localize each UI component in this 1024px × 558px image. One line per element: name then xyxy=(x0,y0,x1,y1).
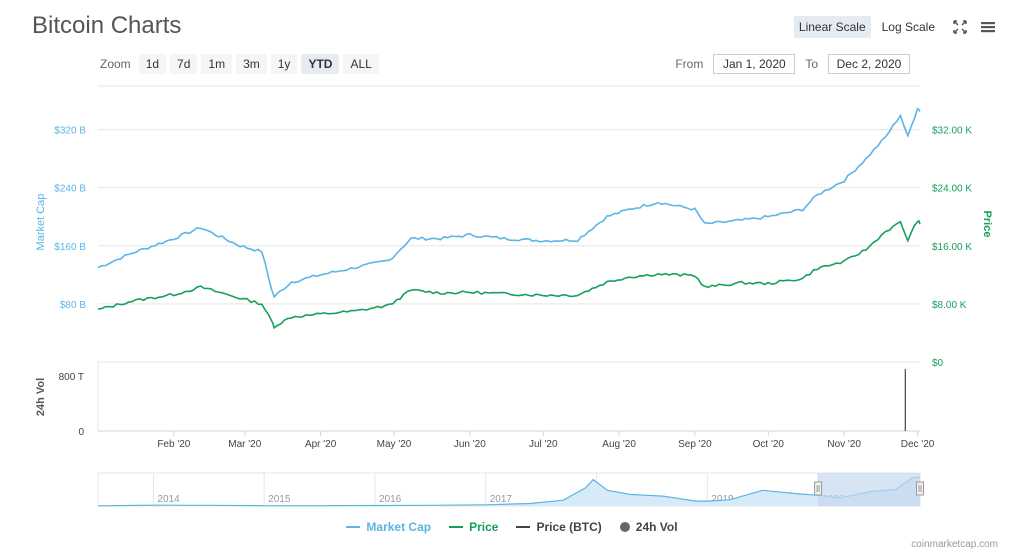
x-tick-label: Nov '20 xyxy=(827,439,861,450)
y-right-tick-label: $8.00 K xyxy=(932,300,967,311)
legend-item-24h-vol[interactable]: 24h Vol xyxy=(619,520,678,534)
x-tick-label: Apr '20 xyxy=(305,439,337,450)
zoom-button-1d[interactable]: 1d xyxy=(138,54,167,74)
credits[interactable]: coinmarketcap.com xyxy=(911,539,998,550)
legend-swatch xyxy=(449,526,464,528)
y-left-tick-label: $240 B xyxy=(54,184,86,195)
y-left-tick-label: $320 B xyxy=(54,126,86,137)
series-line-price xyxy=(97,219,921,330)
zoom-controls: Zoom 1d 7d 1m 3m 1y YTD ALL xyxy=(100,54,379,74)
linear-scale-button[interactable]: Linear Scale xyxy=(793,16,871,38)
log-scale-button[interactable]: Log Scale xyxy=(881,20,935,34)
y-right-tick-label: $16.00 K xyxy=(932,242,972,253)
x-tick-label: Feb '20 xyxy=(157,439,190,450)
date-range: From To xyxy=(675,54,920,74)
y-right-tick-label: $32.00 K xyxy=(932,126,972,137)
legend-label: 24h Vol xyxy=(635,520,678,534)
zoom-label: Zoom xyxy=(100,57,131,71)
y-left-tick-label: $160 B xyxy=(54,242,86,253)
legend-label: Price (BTC) xyxy=(536,520,602,534)
legend-label: Market Cap xyxy=(366,520,432,534)
to-label: To xyxy=(805,57,818,71)
volume-axis-title: 24h Vol xyxy=(35,378,47,416)
y-right-axis-title: Price xyxy=(981,211,993,238)
x-tick-label: Jun '20 xyxy=(454,439,486,450)
x-tick-label: Jul '20 xyxy=(529,439,558,450)
navigator-selection xyxy=(818,473,920,506)
y-right-tick-label: $0 xyxy=(932,358,944,369)
scale-toolbar: Linear Scale Log Scale xyxy=(793,16,996,38)
x-tick-label: Mar '20 xyxy=(228,439,261,450)
zoom-button-7d[interactable]: 7d xyxy=(170,54,198,74)
zoom-button-all[interactable]: ALL xyxy=(343,54,379,74)
y-right-tick-label: $24.00 K xyxy=(932,184,972,195)
zoom-button-1y[interactable]: 1y xyxy=(270,54,298,74)
legend-swatch xyxy=(346,526,361,528)
legend-item-price-btc[interactable]: Price (BTC) xyxy=(516,520,602,534)
page-title: Bitcoin Charts xyxy=(32,12,182,39)
x-tick-label: May '20 xyxy=(377,439,412,450)
x-tick-label: Oct '20 xyxy=(753,439,785,450)
x-tick-label: Aug '20 xyxy=(602,439,636,450)
zoom-button-ytd[interactable]: YTD xyxy=(301,54,340,74)
legend-item-price[interactable]: Price xyxy=(449,520,498,534)
from-label: From xyxy=(675,57,704,71)
to-date-input[interactable] xyxy=(828,54,910,74)
zoom-button-3m[interactable]: 3m xyxy=(236,54,267,74)
x-tick-label: Dec '20 xyxy=(901,439,935,450)
volume-tick-label: 800 T xyxy=(59,372,84,383)
navigator-tick-label: 2019 xyxy=(711,494,734,505)
navigator-right-handle[interactable] xyxy=(916,481,924,496)
series-line-market-cap xyxy=(97,107,921,299)
y-left-tick-label: $80 B xyxy=(60,300,86,311)
zoom-button-1m[interactable]: 1m xyxy=(201,54,233,74)
volume-tick-label: 0 xyxy=(78,427,84,438)
legend-item-market-cap[interactable]: Market Cap xyxy=(346,520,431,534)
navigator-tick-label: 2015 xyxy=(268,494,291,505)
from-date-input[interactable] xyxy=(713,54,796,74)
navigator-tick-label: 2017 xyxy=(490,494,513,505)
hamburger-menu-icon[interactable] xyxy=(980,19,996,35)
navigator-left-handle[interactable] xyxy=(814,481,823,496)
fullscreen-icon[interactable] xyxy=(952,19,968,35)
legend-swatch xyxy=(619,522,630,532)
navigator-tick-label: 2016 xyxy=(379,494,402,505)
legend-label: Price xyxy=(469,520,499,534)
navigator-frame xyxy=(97,472,921,507)
chart-legend: Market Cap Price Price (BTC) 24h Vol xyxy=(0,520,1024,534)
x-tick-label: Sep '20 xyxy=(678,439,712,450)
legend-swatch xyxy=(516,526,531,528)
navigator-tick-label: 2014 xyxy=(157,494,180,505)
y-left-axis-title: Market Cap xyxy=(35,194,47,251)
